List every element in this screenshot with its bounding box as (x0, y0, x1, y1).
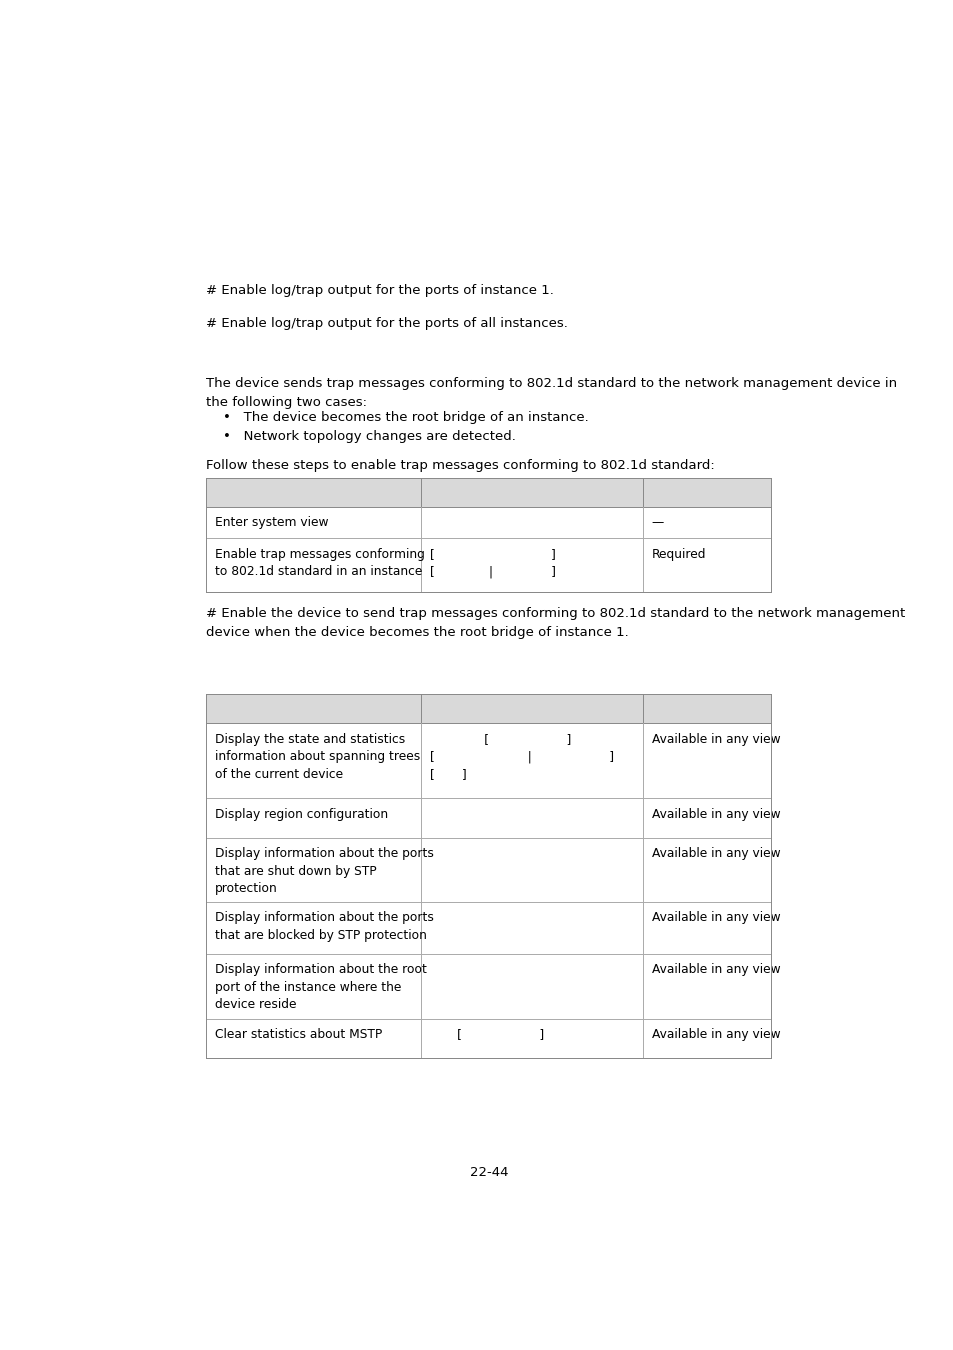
Bar (206, 539, 771, 593)
Text: # Enable the device to send trap messages conforming to 802.1d standard to the n: # Enable the device to send trap message… (206, 608, 904, 639)
Text: Display information about the ports
that are shut down by STP
protection: Display information about the ports that… (215, 846, 434, 895)
Text: Available in any view: Available in any view (651, 807, 780, 821)
Text: The device sends trap messages conforming to 802.1d standard to the network mana: The device sends trap messages conformin… (206, 377, 897, 409)
Text: # Enable log/trap output for the ports of all instances.: # Enable log/trap output for the ports o… (206, 317, 568, 329)
Text: Required: Required (651, 548, 705, 560)
Text: [                    ]
[                        |                    ]
[       ]: [ ] [ | ] [ ] (429, 733, 614, 780)
Bar (206, 837, 771, 902)
Text: Display the state and statistics
information about spanning trees
of the current: Display the state and statistics informa… (215, 733, 420, 780)
Bar (206, 508, 771, 539)
Text: Available in any view: Available in any view (651, 846, 780, 860)
Text: Available in any view: Available in any view (651, 964, 780, 976)
Text: [                              ]
[              |               ]: [ ] [ | ] (429, 548, 556, 578)
Bar (206, 724, 771, 798)
Text: Enter system view: Enter system view (215, 517, 329, 529)
Text: Follow these steps to enable trap messages conforming to 802.1d standard:: Follow these steps to enable trap messag… (206, 459, 715, 472)
Bar (206, 1018, 771, 1058)
Text: Display information about the root
port of the instance where the
device reside: Display information about the root port … (215, 964, 427, 1011)
Text: —: — (651, 517, 663, 529)
Bar (206, 902, 771, 954)
Text: Available in any view: Available in any view (651, 1027, 780, 1041)
Text: Clear statistics about MSTP: Clear statistics about MSTP (215, 1027, 382, 1041)
Text: •   Network topology changes are detected.: • Network topology changes are detected. (222, 431, 515, 443)
Text: Display region configuration: Display region configuration (215, 807, 388, 821)
Text: 22-44: 22-44 (469, 1165, 508, 1179)
Text: Enable trap messages conforming
to 802.1d standard in an instance: Enable trap messages conforming to 802.1… (215, 548, 425, 578)
Text: [                    ]: [ ] (429, 1027, 543, 1041)
Text: Display information about the ports
that are blocked by STP protection: Display information about the ports that… (215, 911, 434, 942)
Bar (206, 798, 771, 837)
Text: Available in any view: Available in any view (651, 911, 780, 925)
Text: •   The device becomes the root bridge of an instance.: • The device becomes the root bridge of … (222, 412, 588, 424)
Bar (206, 478, 771, 508)
Bar (206, 954, 771, 1018)
Text: Available in any view: Available in any view (651, 733, 780, 745)
Bar (206, 694, 771, 724)
Text: # Enable log/trap output for the ports of instance 1.: # Enable log/trap output for the ports o… (206, 284, 554, 297)
